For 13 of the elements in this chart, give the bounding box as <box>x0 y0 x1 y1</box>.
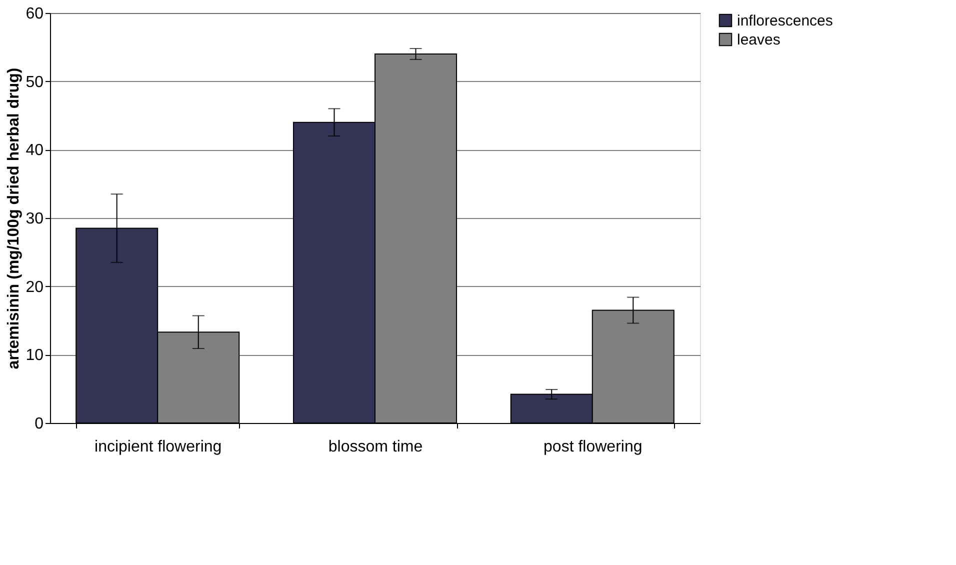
y-tick-label: 50 <box>26 74 44 91</box>
x-tick-label: post flowering <box>544 438 642 456</box>
x-tick-label: incipient flowering <box>94 438 222 456</box>
x-tick-label: blossom time <box>328 438 423 456</box>
y-tick-label: 10 <box>26 347 44 364</box>
legend-label: inflorescences <box>737 12 833 30</box>
y-tick-label: 0 <box>34 416 44 432</box>
y-tick-label: 30 <box>26 210 44 228</box>
y-tick-label: 60 <box>26 6 44 22</box>
legend-label: leaves <box>737 32 780 48</box>
y-axis-title: artemisinin (mg/100g dried herbal drug) <box>6 68 23 370</box>
y-tick-label: 20 <box>26 278 44 296</box>
y-tick-label: 40 <box>26 142 44 160</box>
